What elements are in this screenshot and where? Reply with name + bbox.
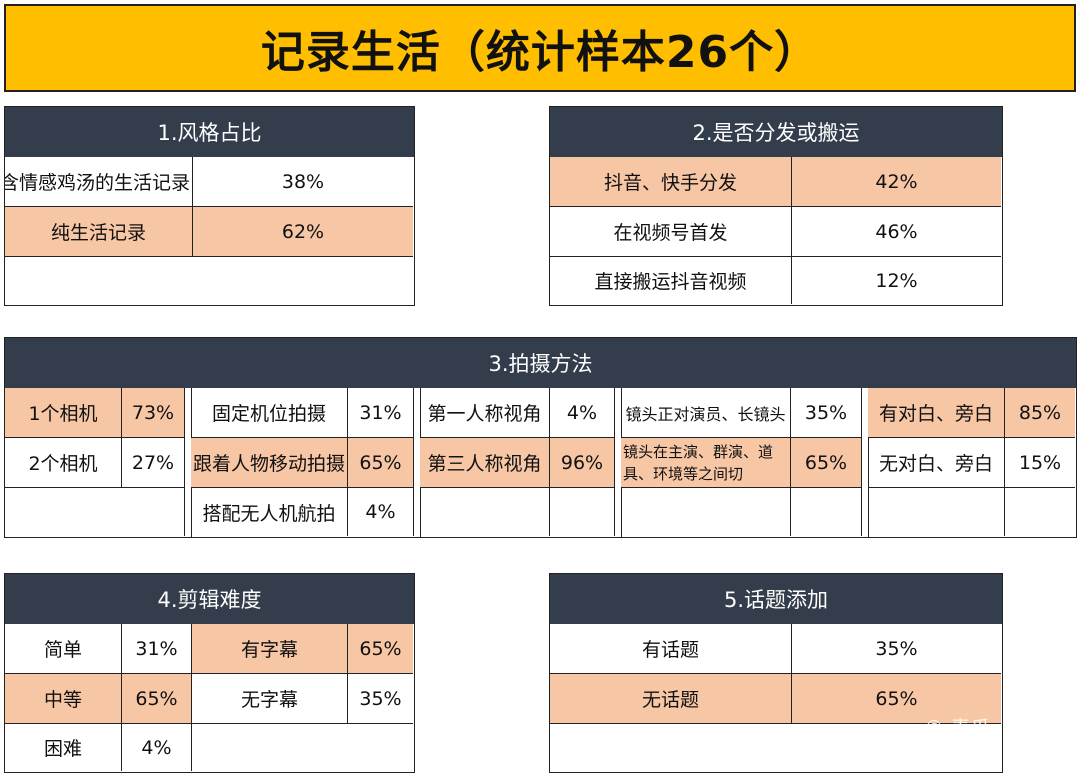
row-value: 38%	[193, 157, 413, 207]
row-label: 直接搬运抖音视频	[550, 257, 792, 304]
panel-shooting-method: 3.拍摄方法 1个相机 73% 2个相机 27% 固定机位拍摄 31% 跟着人物…	[4, 337, 1077, 538]
difficulty-label: 简单	[5, 624, 122, 674]
row-value: 12%	[875, 269, 918, 292]
camera-count-label: 2个相机	[5, 438, 122, 488]
row-value: 42%	[792, 157, 1001, 207]
subtitle-value: 65%	[348, 624, 413, 674]
row-value: 65%	[792, 674, 1001, 724]
panel-distribution: 2.是否分发或搬运 抖音、快手分发 42% 在视频号首发 46% 直接搬运抖音视…	[549, 106, 1003, 306]
perspective-value: 96%	[550, 438, 615, 488]
row-value: 62%	[193, 207, 413, 257]
shot-style-value: 65%	[791, 438, 862, 488]
empty-cell	[420, 488, 550, 536]
dialogue-label: 无对白、旁白	[868, 438, 1005, 488]
subtitle-label: 无字幕	[192, 674, 348, 724]
difficulty-value: 4%	[122, 724, 192, 771]
difficulty-value: 65%	[122, 674, 192, 724]
difficulty-label: 中等	[5, 674, 122, 724]
camera-position-label: 跟着人物移动拍摄	[191, 438, 348, 488]
empty-cell	[550, 488, 615, 536]
camera-count-value: 73%	[122, 388, 185, 438]
camera-position-value: 65%	[348, 438, 414, 488]
panel-header: 3.拍摄方法	[5, 338, 1076, 388]
shot-style-label: 镜头在主演、群演、道具、环境等之间切	[621, 438, 791, 488]
row-label: 抖音、快手分发	[550, 157, 792, 207]
dialogue-label: 有对白、旁白	[868, 388, 1005, 438]
difficulty-label: 困难	[5, 724, 122, 771]
page-title: 记录生活（统计样本26个）	[260, 27, 820, 78]
row-label: 无话题	[550, 674, 792, 724]
camera-position-label: 搭配无人机航拍	[191, 488, 348, 536]
perspective-label: 第三人称视角	[420, 438, 550, 488]
difficulty-value: 31%	[122, 624, 192, 674]
subtitle-value: 35%	[348, 674, 413, 724]
panel-header: 4.剪辑难度	[5, 574, 414, 624]
row-label: 在视频号首发	[550, 207, 792, 257]
row-label: 纯生活记录	[5, 207, 193, 257]
empty-cell	[5, 488, 185, 536]
camera-position-value: 4%	[348, 488, 414, 536]
row-label: 有话题	[550, 624, 792, 674]
panel-header: 2.是否分发或搬运	[550, 107, 1002, 157]
row-label: 含情感鸡汤的生活记录	[5, 157, 193, 207]
title-banner: 记录生活（统计样本26个）	[4, 4, 1076, 92]
camera-position-value: 31%	[348, 388, 414, 438]
panel-style-ratio: 1.风格占比 含情感鸡汤的生活记录 38% 纯生活记录 62%	[4, 106, 415, 306]
panel-header: 5.话题添加	[550, 574, 1002, 624]
perspective-value: 4%	[550, 388, 615, 438]
shot-style-value: 35%	[791, 388, 862, 438]
panel-header: 1.风格占比	[5, 107, 414, 157]
perspective-label: 第一人称视角	[420, 388, 550, 438]
row-value: 46%	[792, 207, 1001, 257]
empty-cell	[621, 488, 791, 536]
subtitle-label: 有字幕	[192, 624, 348, 674]
group-divider	[868, 388, 869, 537]
row-value: 35%	[792, 624, 1001, 674]
shot-style-label: 镜头正对演员、长镜头	[621, 388, 791, 438]
empty-cell	[868, 488, 1005, 536]
camera-position-label: 固定机位拍摄	[191, 388, 348, 438]
camera-count-value: 27%	[122, 438, 185, 488]
dialogue-value: 85%	[1005, 388, 1075, 438]
empty-cell	[791, 488, 862, 536]
panel-topic-adding: 5.话题添加 有话题 35% 无话题 65%	[549, 573, 1003, 773]
panel-editing-difficulty: 4.剪辑难度 简单 31% 中等 65% 困难 4% 有字幕 65% 无字幕 3…	[4, 573, 415, 773]
dialogue-value: 15%	[1005, 438, 1075, 488]
camera-count-label: 1个相机	[5, 388, 122, 438]
